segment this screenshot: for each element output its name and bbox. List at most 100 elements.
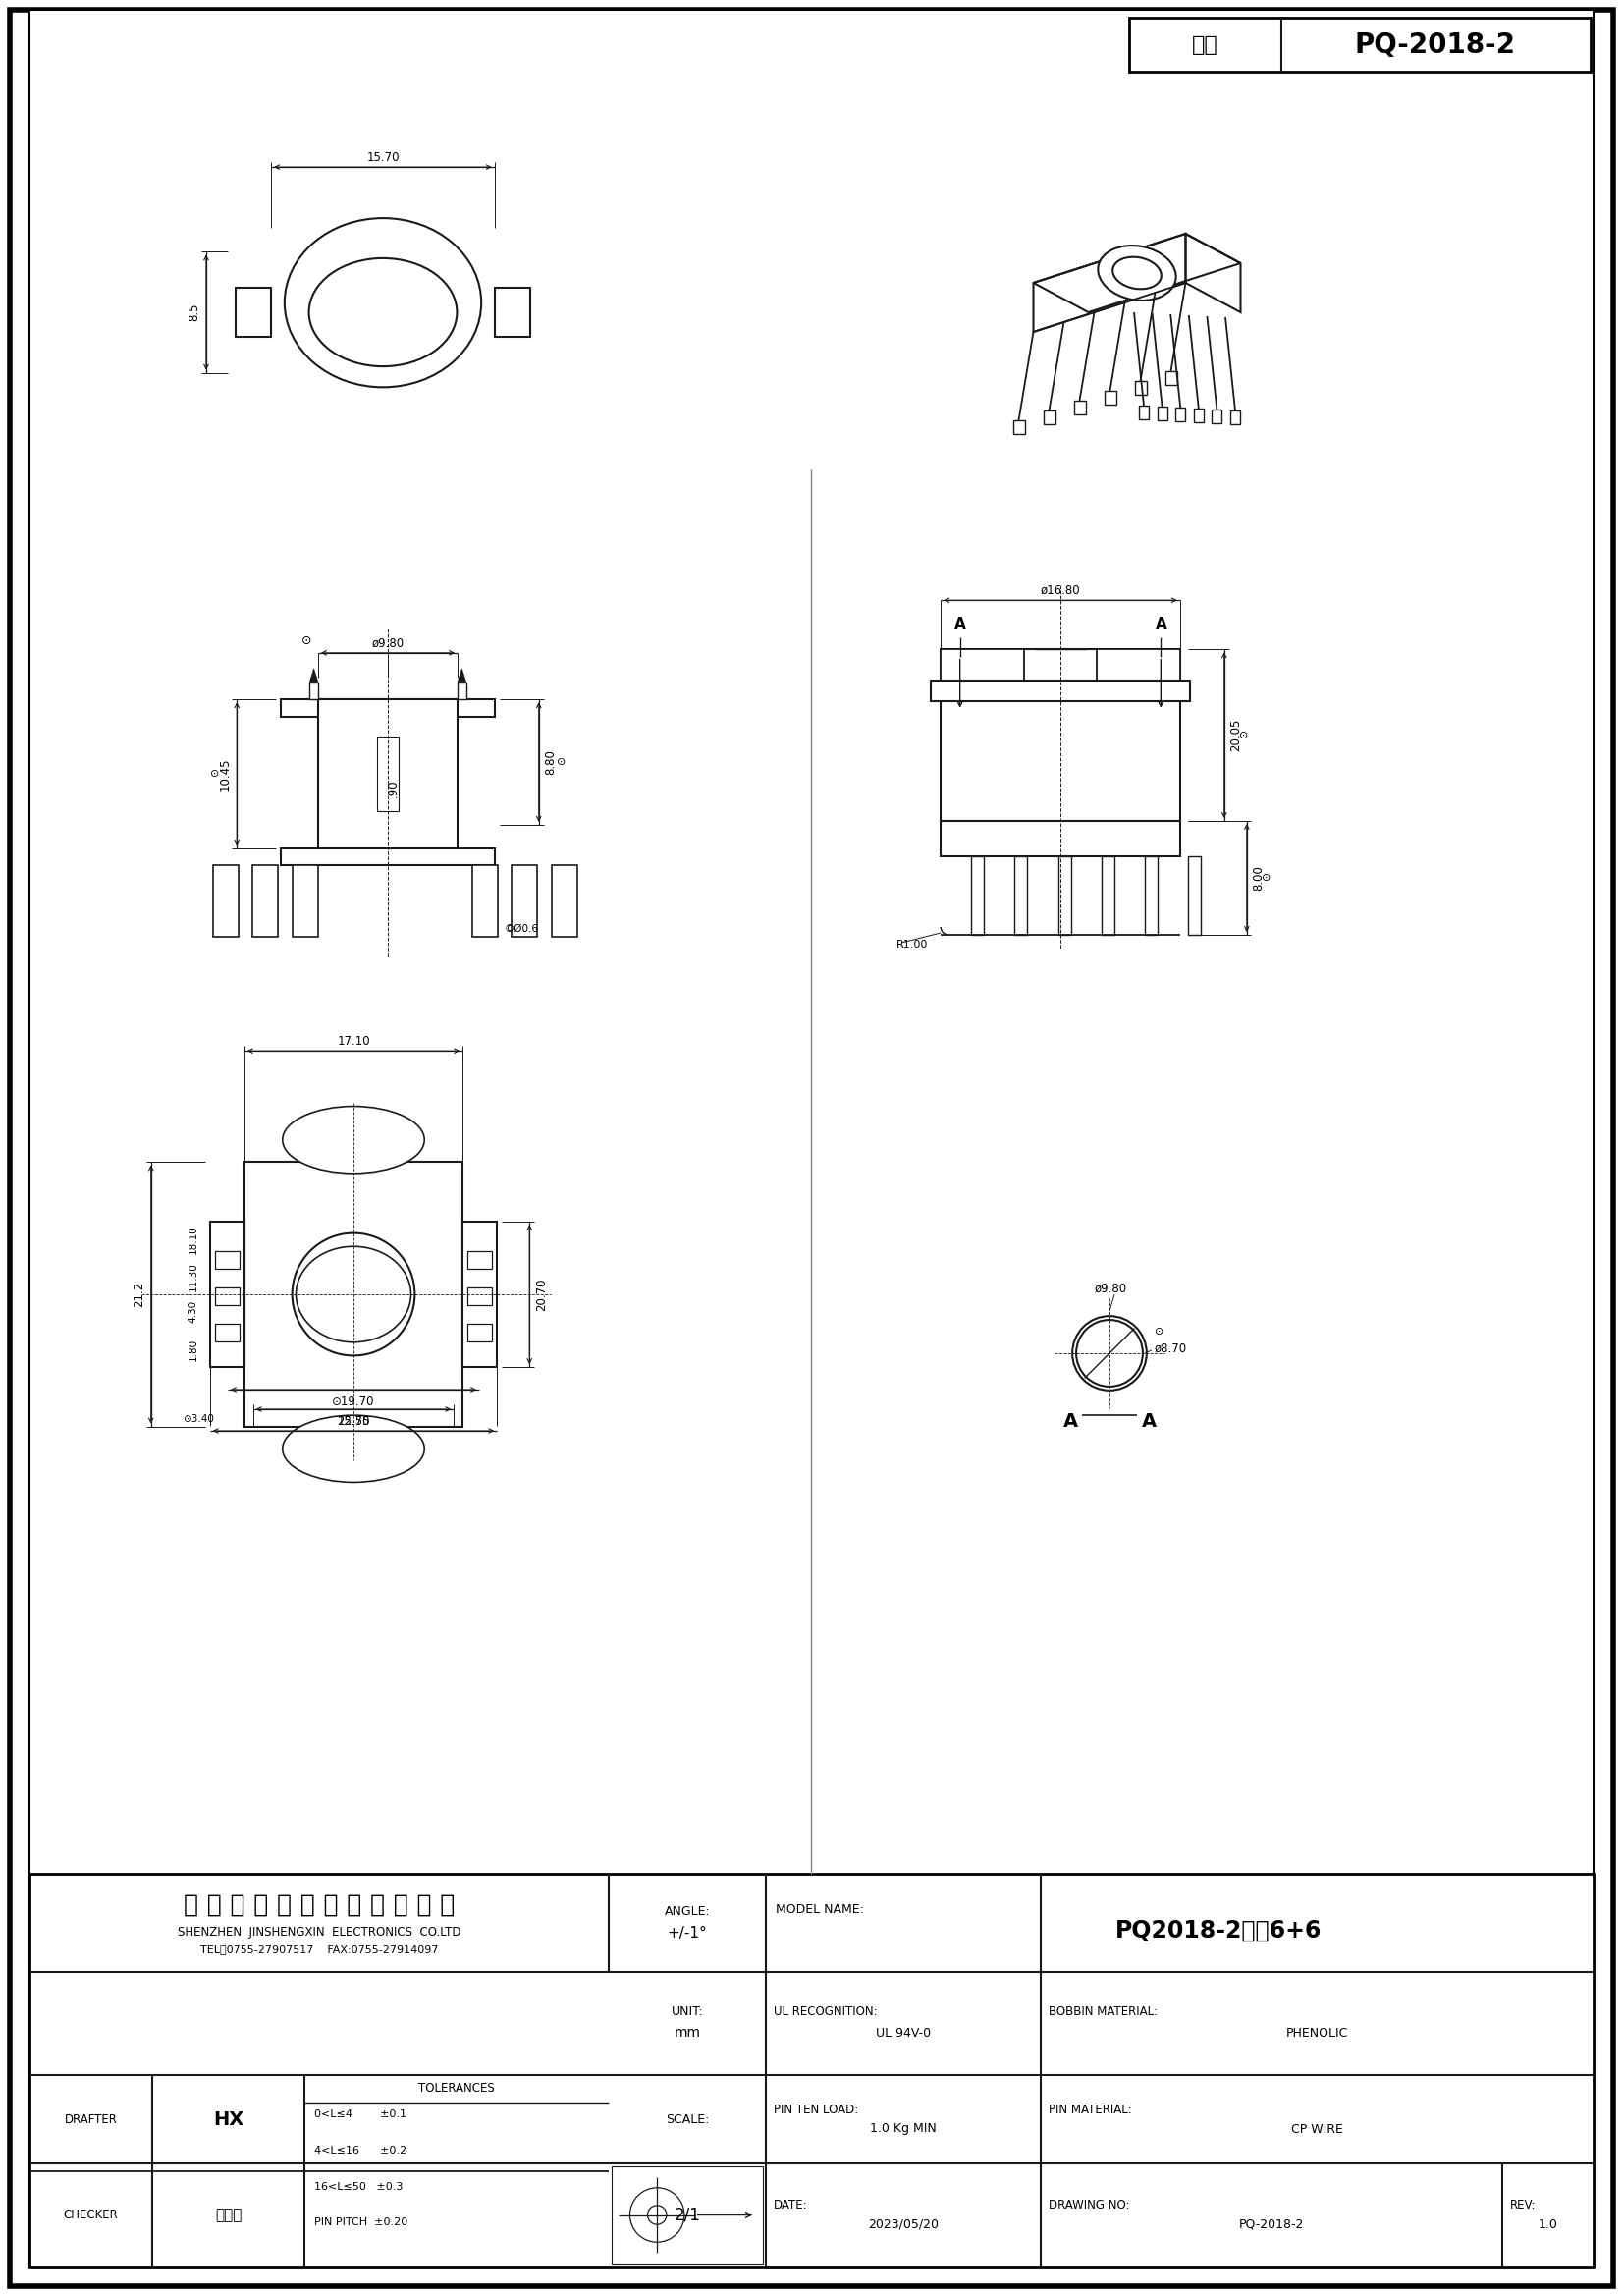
Ellipse shape [1099, 246, 1177, 301]
Bar [281, 847, 495, 866]
Text: 杨柏林: 杨柏林 [214, 2209, 242, 2223]
Bar [552, 866, 578, 937]
Polygon shape [310, 668, 318, 682]
Text: HX: HX [213, 2110, 243, 2128]
Text: ⊙: ⊙ [209, 769, 219, 778]
Bar [1212, 409, 1222, 422]
Text: A: A [1156, 618, 1167, 631]
Bar [1058, 856, 1071, 934]
Text: PIN PITCH  ±0.20: PIN PITCH ±0.20 [315, 2218, 407, 2227]
Circle shape [630, 2188, 685, 2243]
Bar [245, 1162, 463, 1426]
Bar [209, 1221, 245, 1366]
Bar [1074, 402, 1086, 413]
Bar [467, 1325, 492, 1341]
Bar [1139, 406, 1149, 420]
Bar [1104, 390, 1117, 404]
Bar [1188, 856, 1201, 934]
Bar [1013, 420, 1024, 434]
Bar [941, 650, 1180, 822]
Text: 8.00: 8.00 [1253, 866, 1264, 891]
Text: ⊙: ⊙ [1154, 1327, 1164, 1336]
Bar [29, 1874, 1594, 2266]
Text: 20.05: 20.05 [1230, 719, 1242, 751]
Bar [253, 866, 278, 937]
Text: 16<L≤50   ±0.3: 16<L≤50 ±0.3 [315, 2181, 403, 2190]
Circle shape [292, 1233, 415, 1355]
Bar [1144, 856, 1157, 934]
Bar [495, 287, 531, 338]
Bar [214, 1325, 239, 1341]
Bar [1195, 409, 1204, 422]
Text: ⊙: ⊙ [1261, 872, 1271, 884]
Text: MODEL NAME:: MODEL NAME: [776, 1903, 863, 1915]
Text: 20.70: 20.70 [536, 1279, 547, 1311]
Circle shape [1073, 1316, 1146, 1391]
Bar [281, 700, 495, 716]
Text: ø9.80: ø9.80 [1096, 1281, 1128, 1295]
Bar [1230, 411, 1240, 425]
Bar [214, 1251, 239, 1270]
Text: CHECKER: CHECKER [63, 2209, 118, 2220]
Circle shape [648, 2206, 667, 2225]
Bar [378, 737, 398, 810]
Text: .90: .90 [386, 781, 399, 799]
Text: 2/1: 2/1 [674, 2206, 701, 2225]
Text: ©Ø0.6: ©Ø0.6 [505, 923, 539, 934]
Bar [1157, 406, 1167, 420]
Text: A: A [954, 618, 966, 631]
Bar [511, 866, 537, 937]
Bar [1044, 411, 1055, 425]
Bar [214, 1288, 239, 1304]
Bar [971, 856, 984, 934]
Text: A: A [1141, 1412, 1156, 1430]
Bar [467, 1288, 492, 1304]
Ellipse shape [282, 1414, 424, 1483]
Text: UL RECOGNITION:: UL RECOGNITION: [774, 2004, 878, 2018]
Bar [213, 866, 239, 937]
Text: 22.50: 22.50 [338, 1414, 370, 1428]
Text: ANGLE:: ANGLE: [664, 1906, 711, 1917]
Text: ø9.80: ø9.80 [372, 636, 404, 650]
Text: TEL：0755-27907517    FAX:0755-27914097: TEL：0755-27907517 FAX:0755-27914097 [200, 1945, 438, 1954]
Text: A: A [1063, 1412, 1078, 1430]
Bar [1096, 650, 1180, 680]
Text: ⊙: ⊙ [557, 758, 566, 767]
Text: ⊙: ⊙ [302, 634, 312, 647]
Text: PHENOLIC: PHENOLIC [1285, 2027, 1349, 2039]
Bar [1175, 409, 1185, 420]
Circle shape [1076, 1320, 1143, 1387]
Text: 4<L≤16      ±0.2: 4<L≤16 ±0.2 [315, 2144, 407, 2156]
Text: R1.00: R1.00 [896, 939, 928, 951]
Bar [1014, 856, 1027, 934]
Text: ⊙3.40: ⊙3.40 [182, 1414, 214, 1424]
Text: 11.30: 11.30 [188, 1263, 198, 1290]
Text: 0<L≤4        ±0.1: 0<L≤4 ±0.1 [315, 2110, 406, 2119]
Ellipse shape [284, 218, 482, 388]
Bar [318, 700, 458, 847]
Text: 10.45: 10.45 [219, 758, 232, 790]
Text: 15.70: 15.70 [367, 152, 399, 163]
Text: DRAWING NO:: DRAWING NO: [1048, 2200, 1130, 2211]
Bar [472, 866, 498, 937]
Text: SCALE:: SCALE: [665, 2112, 709, 2126]
Text: DRAFTER: DRAFTER [65, 2112, 117, 2126]
Text: 8.80: 8.80 [544, 748, 557, 774]
Text: ⊙: ⊙ [1240, 730, 1248, 739]
Text: ⊙19.70: ⊙19.70 [333, 1396, 375, 1407]
Text: REV:: REV: [1509, 2200, 1535, 2211]
Text: 17.10: 17.10 [338, 1035, 370, 1047]
Bar [612, 2167, 763, 2264]
Text: 深 圳 市 金 盛 鑫 科 技 有 限 公 司: 深 圳 市 金 盛 鑫 科 技 有 限 公 司 [183, 1894, 454, 1917]
Text: TOLERANCES: TOLERANCES [419, 2082, 495, 2096]
Bar [1165, 372, 1177, 386]
Text: PIN TEN LOAD:: PIN TEN LOAD: [774, 2103, 859, 2117]
Text: 8.5: 8.5 [188, 303, 201, 321]
Text: PQ-2018-2: PQ-2018-2 [1355, 30, 1516, 57]
Text: PIN MATERIAL:: PIN MATERIAL: [1048, 2103, 1131, 2117]
Text: UNIT:: UNIT: [672, 2004, 703, 2018]
Text: mm: mm [674, 2027, 701, 2041]
Text: 18.10: 18.10 [188, 1224, 198, 1254]
Ellipse shape [1113, 257, 1162, 289]
Bar [941, 822, 1180, 856]
